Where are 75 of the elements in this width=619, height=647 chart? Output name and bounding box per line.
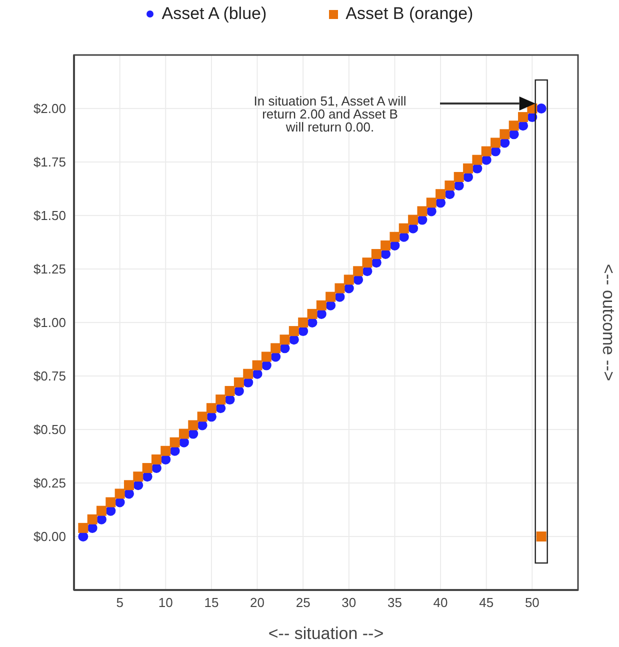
point <box>261 352 272 362</box>
point <box>160 446 171 456</box>
point <box>500 129 510 140</box>
point <box>87 514 98 524</box>
y-tick-label: $1.25 <box>33 262 66 277</box>
point <box>326 292 336 302</box>
y-tick-label: $2.00 <box>33 101 66 116</box>
y-tick-label: $1.00 <box>33 315 66 330</box>
annotation: In situation 51, Asset A will return 2.00 and Asset B will return 0.00. <box>254 94 406 134</box>
point <box>234 377 244 388</box>
point <box>288 326 299 336</box>
point <box>344 274 354 285</box>
point <box>133 472 144 482</box>
point <box>151 454 162 464</box>
x-tick-label: 30 <box>342 595 356 610</box>
point <box>426 198 436 208</box>
point <box>96 506 106 516</box>
point <box>188 420 198 430</box>
point <box>216 394 226 405</box>
point <box>390 232 400 242</box>
point <box>243 368 254 379</box>
point <box>444 180 455 191</box>
point <box>124 480 134 490</box>
x-tick-label: 10 <box>158 595 173 610</box>
point <box>114 488 125 499</box>
point <box>362 258 372 268</box>
x-tick-label: 15 <box>204 595 219 610</box>
y-tick-label: $0.25 <box>33 476 66 491</box>
point <box>536 532 546 542</box>
point <box>536 104 546 114</box>
x-tick-label: 35 <box>387 595 402 610</box>
point <box>197 412 208 422</box>
point <box>518 112 528 122</box>
point <box>280 334 290 345</box>
x-tick-label: 5 <box>116 595 124 610</box>
point <box>417 206 428 216</box>
y-tick-label: $1.75 <box>33 154 66 170</box>
point <box>78 522 88 533</box>
point <box>490 138 501 148</box>
point <box>353 266 364 276</box>
y-tick-label: $1.50 <box>33 208 66 224</box>
point <box>106 497 116 508</box>
point <box>307 308 318 319</box>
legend-label: Asset A (blue) <box>162 4 267 24</box>
point <box>398 223 409 234</box>
x-tick-label: 25 <box>296 595 310 610</box>
y-tick-label: $0.00 <box>33 529 66 544</box>
x-tick-label: 50 <box>524 595 540 610</box>
point <box>316 300 326 310</box>
point <box>170 437 180 448</box>
x-tick-label: 40 <box>433 595 448 610</box>
point <box>454 172 464 182</box>
point <box>463 163 474 174</box>
point <box>508 120 519 131</box>
point <box>380 240 391 250</box>
point <box>224 386 235 396</box>
point <box>270 343 281 354</box>
point <box>178 428 189 439</box>
y-tick-label: $0.50 <box>33 422 66 438</box>
y-tick-label: $0.75 <box>33 368 66 384</box>
point <box>371 249 382 260</box>
y-axis-title: <-- outcome --> <box>599 264 618 382</box>
legend-label: Asset B (orange) <box>346 4 474 24</box>
point <box>408 214 418 225</box>
point <box>481 146 492 156</box>
x-tick-label: 20 <box>250 595 265 610</box>
x-axis-title: <-- situation --> <box>268 624 384 643</box>
point <box>472 154 482 165</box>
point <box>206 403 216 414</box>
point <box>252 360 262 370</box>
x-tick-label: 45 <box>479 595 494 610</box>
point <box>334 283 345 294</box>
point <box>436 189 446 200</box>
point <box>142 463 152 474</box>
point <box>298 318 308 328</box>
